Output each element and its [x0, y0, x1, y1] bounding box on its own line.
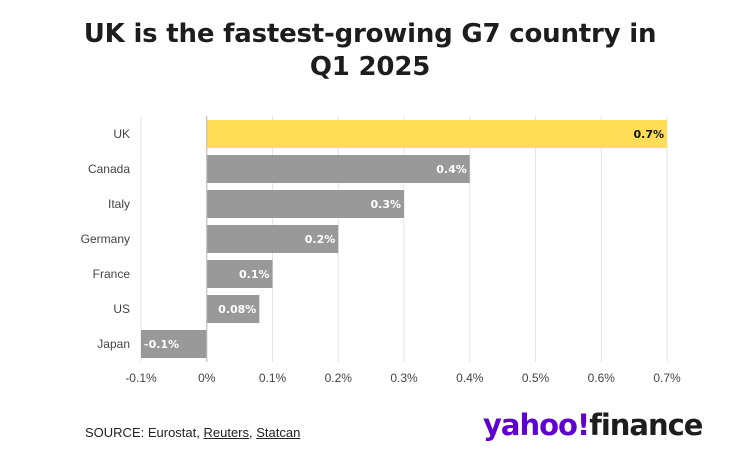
data-label: 0.08% [218, 303, 256, 316]
data-label: 0.3% [370, 198, 401, 211]
x-tick-label: 0.3% [390, 371, 418, 385]
chart-title: UK is the fastest-growing G7 country in … [83, 19, 657, 82]
data-label: 0.2% [305, 233, 336, 246]
bar [141, 330, 207, 358]
category-label: US [113, 302, 130, 316]
source-link-reuters[interactable]: Reuters [203, 425, 250, 440]
bar [206, 155, 470, 183]
category-label: Japan [97, 337, 130, 351]
data-label: 0.1% [239, 268, 270, 281]
data-label: -0.1% [144, 338, 179, 351]
category-label: Germany [81, 232, 130, 246]
data-label: 0.7% [633, 128, 664, 141]
x-tick-label: 0.4% [456, 371, 484, 385]
x-tick-label: 0.6% [588, 371, 616, 385]
bar [206, 120, 667, 148]
x-tick-label: 0.2% [325, 371, 353, 385]
category-label: UK [113, 127, 130, 141]
bar [206, 225, 339, 253]
source-separator: , [249, 425, 257, 440]
bar [206, 260, 273, 288]
data-label: 0.4% [436, 163, 467, 176]
x-tick-label: 0.5% [522, 371, 550, 385]
x-tick-label: 0.7% [653, 371, 681, 385]
category-label: Canada [88, 162, 130, 176]
source-text: SOURCE: Eurostat, [85, 425, 204, 440]
source-link-statcan[interactable]: Statcan [256, 425, 301, 440]
bar [206, 190, 404, 218]
logo-finance: finance [589, 408, 703, 442]
x-tick-label: 0.1% [259, 371, 287, 385]
x-tick-label: -0.1% [125, 371, 157, 385]
yahoo-finance-logo[interactable]: yahoo!finance [483, 408, 703, 442]
x-tick-label: 0% [198, 371, 216, 385]
logo-yahoo: yahoo! [483, 408, 590, 442]
category-label: Italy [108, 197, 130, 211]
category-label: France [93, 267, 131, 281]
source-note: SOURCE: Eurostat, Reuters, Statcan [85, 425, 300, 440]
bar [206, 295, 260, 323]
